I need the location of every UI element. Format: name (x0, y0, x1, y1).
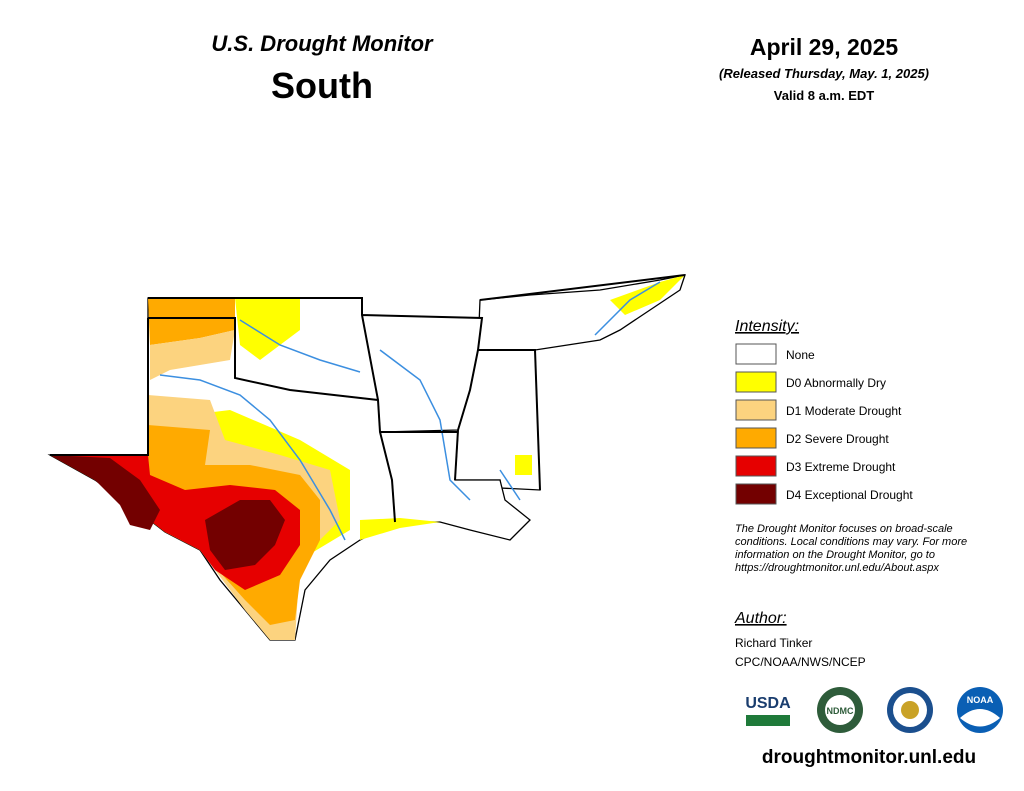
released: (Released Thursday, May. 1, 2025) (719, 66, 929, 81)
d4-westtx (50, 455, 160, 530)
title: U.S. Drought Monitor (211, 31, 434, 56)
noaa-logo: NOAA (967, 695, 994, 705)
region: South (271, 65, 373, 106)
map (47, 274, 686, 641)
legend-swatch (735, 399, 777, 421)
note: The Drought Monitor focuses on broad-sca… (735, 523, 967, 574)
logos: USDA NDMC NOAA (745, 687, 1003, 733)
note-line: The Drought Monitor focuses on broad-sca… (735, 523, 953, 535)
d1-oklahoma (150, 330, 235, 380)
legend-label: D2 Severe Drought (786, 432, 889, 446)
legend-label: D3 Extreme Drought (786, 460, 896, 474)
legend-swatch (735, 483, 777, 505)
legend-swatch (735, 343, 777, 365)
legend-swatch (735, 371, 777, 393)
usda-swoosh (746, 715, 790, 726)
legend-title: Intensity: (735, 318, 799, 335)
legend-label: D1 Moderate Drought (786, 404, 902, 418)
legend: None D0 Abnormally Dry D1 Moderate Drought… (735, 343, 913, 505)
ndmc-logo: NDMC (827, 706, 854, 716)
legend-label: D4 Exceptional Drought (786, 488, 913, 502)
author-name: Richard Tinker (735, 636, 812, 650)
legend-swatch (735, 427, 777, 449)
d0-tn (610, 275, 685, 315)
legend-label: D0 Abnormally Dry (786, 376, 886, 390)
note-line: conditions. Local conditions may vary. F… (735, 536, 967, 548)
author-org: CPC/NOAA/NWS/NCEP (735, 655, 866, 669)
legend-label: None (786, 348, 815, 362)
noaa-wave (960, 709, 1000, 727)
legend-swatch (735, 455, 777, 477)
doc-eagle (901, 701, 919, 719)
valid: Valid 8 a.m. EDT (774, 88, 874, 103)
site-url: droughtmonitor.unl.edu (762, 747, 976, 768)
d0-coast (360, 518, 440, 540)
date: April 29, 2025 (750, 34, 899, 60)
d2-panhandle (148, 298, 235, 345)
d0-ms (515, 455, 532, 475)
ndmc-inner (825, 695, 855, 725)
d4-centraltx (205, 500, 285, 570)
usda-logo: USDA (745, 695, 791, 712)
author-title: Author: (734, 610, 787, 627)
d0-oklahoma (235, 298, 300, 360)
note-line: https://droughtmonitor.unl.edu/About.asp… (735, 562, 939, 574)
note-line: information on the Drought Monitor, go t… (735, 549, 935, 561)
